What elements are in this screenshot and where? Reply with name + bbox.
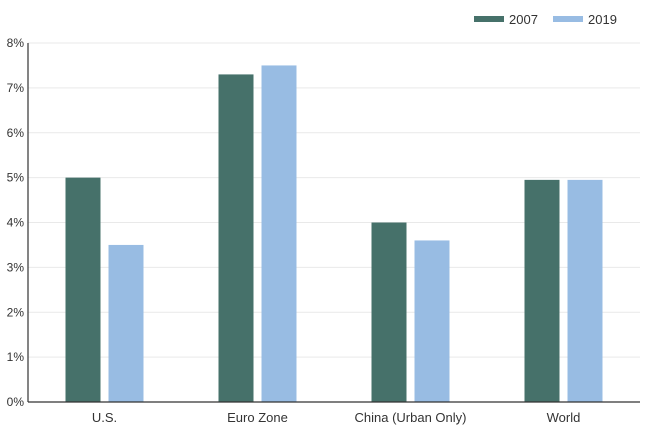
bar-2007-1 [218,74,254,402]
bars [65,65,603,402]
y-tick-label: 6% [7,126,25,140]
bar-2019-2 [414,240,450,402]
legend-swatch-2019 [553,16,583,22]
bar-2019-0 [108,244,144,402]
legend-label-2019: 2019 [588,12,617,27]
x-tick-labels: U.S. Euro Zone China (Urban Only) World [92,410,581,425]
bar-2019-1 [261,65,297,402]
legend-label-2007: 2007 [509,12,538,27]
y-tick-label: 1% [7,350,25,364]
y-tick-label: 7% [7,81,25,95]
legend-swatch-2007 [474,16,504,22]
y-tick-label: 0% [7,395,25,409]
y-tick-label: 8% [7,36,25,50]
y-tick-label: 2% [7,305,25,319]
x-tick-label: Euro Zone [227,410,288,425]
legend: 2007 2019 [474,12,617,27]
y-tick-label: 5% [7,171,25,185]
x-tick-label: U.S. [92,410,117,425]
bar-2007-2 [371,222,407,402]
y-tick-label: 3% [7,260,25,274]
x-tick-label: World [547,410,581,425]
axes [27,43,640,403]
x-tick-label: China (Urban Only) [355,410,467,425]
y-tick-label: 4% [7,216,25,230]
bar-2007-0 [65,177,101,402]
bar-2007-3 [524,179,560,402]
bar-2019-3 [567,179,603,402]
y-tick-labels: 0% 1% 2% 3% 4% 5% 6% 7% 8% [7,36,25,409]
